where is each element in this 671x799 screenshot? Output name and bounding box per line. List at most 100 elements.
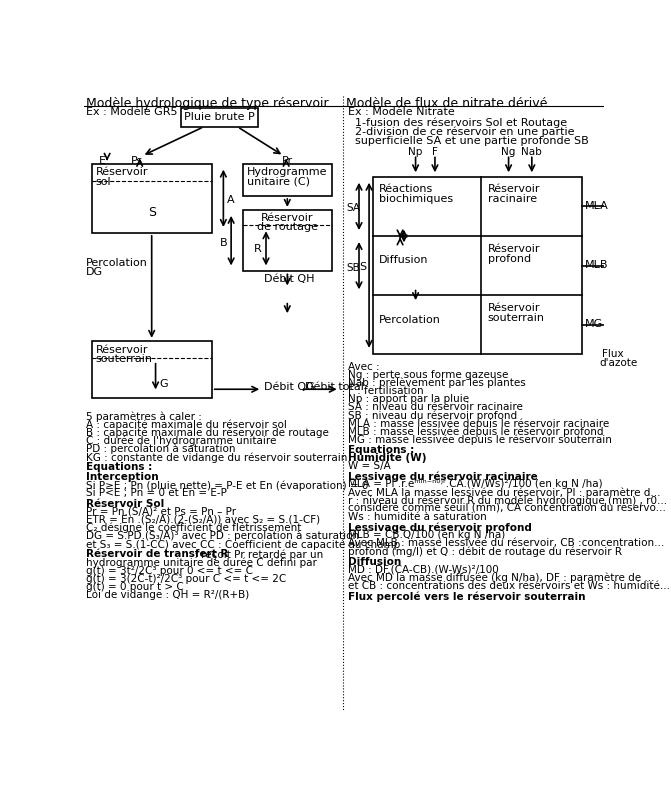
Text: Avec MD la masse diffusée (kg N/ha), DF : paramètre de ...: Avec MD la masse diffusée (kg N/ha), DF …	[348, 573, 655, 583]
Text: MLA : masse lessivée depuis le réservoir racinaire: MLA : masse lessivée depuis le réservoir…	[348, 418, 609, 428]
Text: Si P<E ; Pn = 0 et En = E-P: Si P<E ; Pn = 0 et En = E-P	[86, 488, 227, 499]
Text: Diffusion: Diffusion	[348, 557, 401, 566]
Text: 2-division de ce réservoir en une partie: 2-division de ce réservoir en une partie	[355, 127, 574, 137]
Text: g(t) = 3(2C-t)²/2C³ pour C <= t <= 2C: g(t) = 3(2C-t)²/2C³ pour C <= t <= 2C	[86, 574, 287, 583]
Text: Lessivage du réservoir profond: Lessivage du réservoir profond	[348, 522, 532, 533]
Text: unitaire (C): unitaire (C)	[247, 177, 309, 187]
Text: R: R	[254, 244, 262, 255]
Text: A : capacité maximale du réservoir sol: A : capacité maximale du réservoir sol	[86, 419, 287, 430]
Bar	[92, 340, 212, 399]
Text: Percolation: Percolation	[86, 257, 148, 268]
Text: Flux: Flux	[602, 349, 623, 360]
Text: et S₃ = S.(1-CC) avec CC : Coefficient de capacité au champ: et S₃ = S.(1-CC) avec CC : Coefficient d…	[86, 539, 401, 550]
Text: PD : percolation à saturation: PD : percolation à saturation	[86, 444, 236, 455]
Text: Ng : perte sous forme gazeuse: Ng : perte sous forme gazeuse	[348, 370, 509, 380]
Text: Débit QG: Débit QG	[264, 382, 315, 392]
Text: Equations :: Equations :	[86, 463, 152, 472]
Text: Avec MLB : masse lessivée du réservoir, CB :concentration...: Avec MLB : masse lessivée du réservoir, …	[348, 539, 664, 548]
Text: Pr = Pn.(S/A)² et Ps = Pn – Pr: Pr = Pn.(S/A)² et Ps = Pn – Pr	[86, 507, 236, 517]
Text: Percolation: Percolation	[379, 315, 441, 324]
Text: Modèle hydrologique de type réservoir: Modèle hydrologique de type réservoir	[86, 97, 329, 110]
Text: C₂ désigne le coefficient de flétrissement: C₂ désigne le coefficient de flétrisseme…	[86, 523, 301, 534]
Text: B : capacité maximale du réservoir de routage: B : capacité maximale du réservoir de ro…	[86, 427, 329, 438]
Text: 1-fusion des réservoirs Sol et Routage: 1-fusion des réservoirs Sol et Routage	[355, 117, 567, 128]
Text: MG: MG	[584, 319, 603, 329]
Text: Ng: Ng	[501, 147, 516, 157]
Text: Ps: Ps	[130, 156, 143, 166]
Bar	[92, 164, 212, 233]
Text: E: E	[99, 156, 107, 166]
Text: MLB = CB.Q/100 (en kg N /ha): MLB = CB.Q/100 (en kg N /ha)	[348, 531, 505, 540]
Text: superficielle SA et une partie profonde SB: superficielle SA et une partie profonde …	[355, 136, 589, 146]
Text: Interception: Interception	[86, 472, 159, 482]
Text: Pluie brute P: Pluie brute P	[184, 112, 255, 122]
Text: MLA = Pl .r.eᵐᴵⁿ⁻ⁿ⁰⁾ʳ.CA.(W/Ws)²/100 (en kg N /ha): MLA = Pl .r.eᵐᴵⁿ⁻ⁿ⁰⁾ʳ.CA.(W/Ws)²/100 (en…	[348, 479, 603, 489]
Text: Ex : Modèle Nitrate: Ex : Modèle Nitrate	[348, 107, 455, 117]
Bar	[243, 164, 332, 196]
Text: Loi de vidange : QH = R²/(R+B): Loi de vidange : QH = R²/(R+B)	[86, 590, 250, 600]
Text: profond: profond	[488, 254, 531, 264]
Text: Lessivage du réservoir racinaire: Lessivage du réservoir racinaire	[348, 471, 538, 482]
Text: Diffusion: Diffusion	[379, 255, 429, 265]
Text: MD : DF.(CA-CB).(W-Ws)²/100: MD : DF.(CA-CB).(W-Ws)²/100	[348, 565, 499, 574]
Text: S: S	[359, 262, 366, 272]
Text: Np : apport par la pluie: Np : apport par la pluie	[348, 394, 469, 403]
Text: profond (mg/l) et Q : débit de routage du réservoir R: profond (mg/l) et Q : débit de routage d…	[348, 547, 622, 557]
Text: Nab : prélèvement par les plantes: Nab : prélèvement par les plantes	[348, 378, 526, 388]
Text: Réservoir: Réservoir	[488, 244, 540, 254]
Text: S: S	[148, 206, 156, 219]
Bar	[373, 177, 582, 354]
Text: C : durée de l'hydrogramme unitaire: C : durée de l'hydrogramme unitaire	[86, 435, 276, 447]
Text: Equations :: Equations :	[348, 445, 415, 455]
Text: g(t) = 0 pour t > C: g(t) = 0 pour t > C	[86, 582, 184, 592]
Text: Réservoir Sol: Réservoir Sol	[86, 499, 164, 509]
Text: Réservoir: Réservoir	[488, 303, 540, 313]
Text: DG: DG	[86, 267, 103, 276]
Text: A: A	[227, 195, 235, 205]
Text: ETR = En .(S₂/A).(2-(S₂/A)) avec S₂ = S.(1-CF): ETR = En .(S₂/A).(2-(S₂/A)) avec S₂ = S.…	[86, 515, 320, 525]
Text: SB : niveau du réservoir profond: SB : niveau du réservoir profond	[348, 410, 517, 420]
Text: d'azote: d'azote	[599, 358, 637, 368]
Text: Avec MLA la masse lessivée du réservoir, Pl : paramètre d...: Avec MLA la masse lessivée du réservoir,…	[348, 487, 661, 498]
Text: racinaire: racinaire	[488, 194, 537, 205]
Bar	[180, 108, 258, 127]
Text: Nab: Nab	[521, 147, 542, 157]
Text: MLB: MLB	[584, 260, 608, 270]
Text: F : fertilisation: F : fertilisation	[348, 386, 424, 396]
Text: Np: Np	[409, 147, 423, 157]
Text: : reçoit Pr retardé par un: : reçoit Pr retardé par un	[191, 550, 323, 560]
Text: Réservoir: Réservoir	[95, 344, 148, 355]
Text: sol: sol	[95, 177, 111, 187]
Text: Hydrogramme: Hydrogramme	[247, 168, 327, 177]
Text: Si P≥E ; Pn (pluie nette) = P-E et En (évaporation) = 0: Si P≥E ; Pn (pluie nette) = P-E et En (é…	[86, 480, 368, 491]
Text: considéré comme seuil (mm), CA concentration du réservo...: considéré comme seuil (mm), CA concentra…	[348, 503, 666, 514]
Text: de routage: de routage	[257, 222, 318, 233]
Text: MG : masse lessivée depuis le réservoir souterrain: MG : masse lessivée depuis le réservoir …	[348, 435, 612, 445]
Text: SA: SA	[347, 203, 360, 213]
Text: Réservoir de transfert R: Réservoir de transfert R	[86, 550, 229, 559]
Text: SB: SB	[347, 263, 360, 272]
Text: Réactions: Réactions	[379, 185, 433, 194]
Text: MLB : masse lessivée depuis le réservoir profond: MLB : masse lessivée depuis le réservoir…	[348, 426, 604, 437]
Text: hydrogramme unitaire de durée C défini par: hydrogramme unitaire de durée C défini p…	[86, 558, 317, 568]
Text: SA : niveau du réservoir racinaire: SA : niveau du réservoir racinaire	[348, 402, 523, 412]
Text: W = S/A: W = S/A	[348, 461, 391, 471]
Text: Ws : humidité à saturation: Ws : humidité à saturation	[348, 511, 487, 522]
Text: B: B	[219, 237, 227, 248]
Text: Réservoir: Réservoir	[488, 185, 540, 194]
Text: g(t) = 3t²/2C³ pour 0 <= t <= C: g(t) = 3t²/2C³ pour 0 <= t <= C	[86, 566, 253, 575]
Text: biochimiques: biochimiques	[379, 194, 454, 205]
Bar	[243, 210, 332, 272]
Text: Flux percolé vers le réservoir souterrain: Flux percolé vers le réservoir souterrai…	[348, 591, 586, 602]
Text: Pr: Pr	[282, 156, 293, 166]
Text: KG : constante de vidange du réservoir souterrain: KG : constante de vidange du réservoir s…	[86, 452, 348, 463]
Text: Réservoir: Réservoir	[261, 213, 313, 223]
Text: 5 paramètres à caler :: 5 paramètres à caler :	[86, 411, 202, 422]
Text: F: F	[432, 147, 438, 157]
Text: Débit QH: Débit QH	[264, 274, 315, 284]
Text: r : niveau du réservoir R du modèle hydrologique (mm) , r0...: r : niveau du réservoir R du modèle hydr…	[348, 495, 667, 506]
Text: et CB : concentrations des deux réservoirs et Ws : humidité...: et CB : concentrations des deux réservoi…	[348, 581, 670, 591]
Text: Avec :: Avec :	[348, 361, 380, 372]
Text: Débit total: Débit total	[305, 382, 364, 392]
Text: souterrain: souterrain	[95, 354, 152, 364]
